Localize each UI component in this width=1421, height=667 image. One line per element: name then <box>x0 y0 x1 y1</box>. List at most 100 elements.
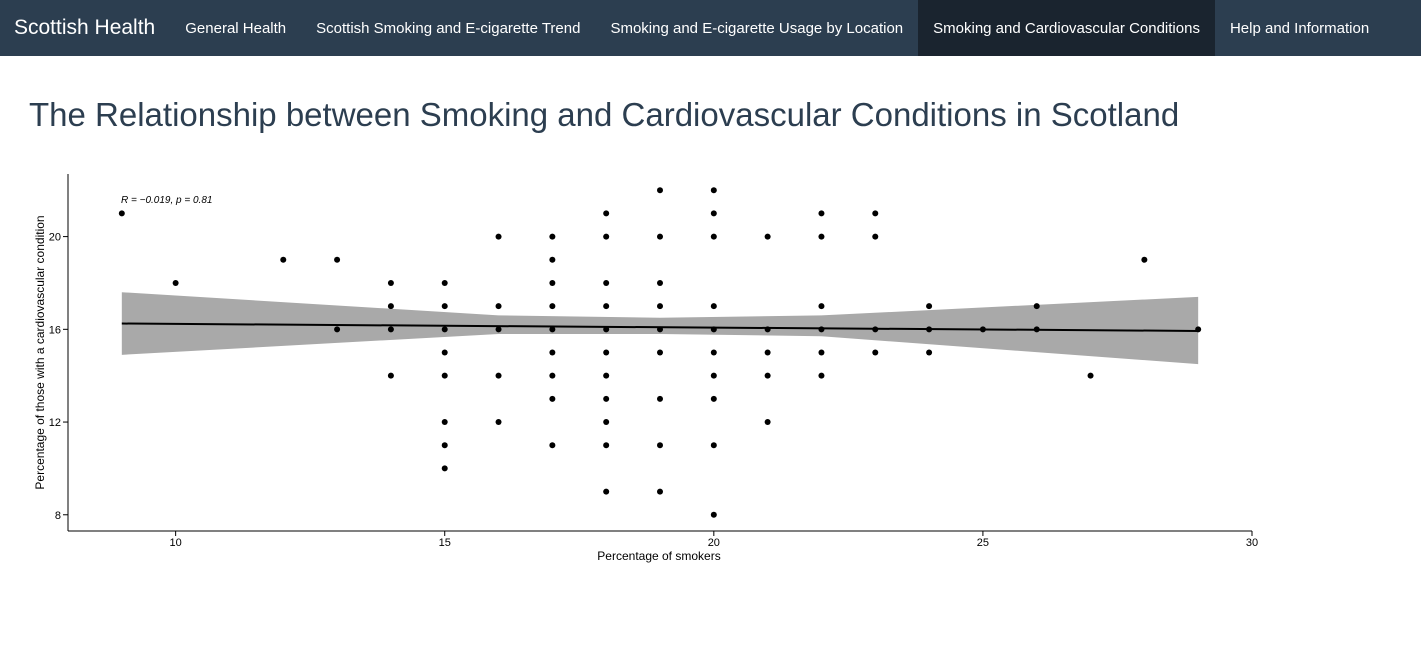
data-point <box>387 303 394 310</box>
data-point <box>1195 326 1202 333</box>
data-point <box>549 395 556 402</box>
data-point <box>603 442 610 449</box>
data-point <box>710 395 717 402</box>
data-point <box>495 233 502 240</box>
data-point <box>657 326 663 333</box>
data-point <box>603 395 610 402</box>
x-tick-label: 20 <box>708 537 720 549</box>
correlation-annotation: R = −0.019, p = 0.81 <box>121 195 212 206</box>
nav-tabs: General Health Scottish Smoking and E-ci… <box>170 0 1384 56</box>
data-point <box>764 372 771 379</box>
data-point <box>603 210 610 217</box>
y-tick-label: 16 <box>49 324 61 336</box>
data-point <box>872 326 879 333</box>
tab-general-health[interactable]: General Health <box>185 19 287 37</box>
data-point <box>441 303 448 310</box>
data-point <box>764 419 771 426</box>
data-point <box>441 279 448 286</box>
data-point <box>280 256 287 263</box>
data-point <box>657 488 663 495</box>
data-point <box>387 372 394 379</box>
data-point <box>764 349 771 356</box>
data-point <box>872 233 879 240</box>
data-point <box>441 326 448 333</box>
y-tick-label: 12 <box>49 417 61 429</box>
data-point <box>441 442 448 449</box>
x-tick-label: 25 <box>977 537 989 549</box>
data-point <box>818 233 825 240</box>
data-point <box>657 233 663 240</box>
data-point <box>549 372 556 379</box>
data-point <box>818 326 825 333</box>
data-point <box>549 279 556 286</box>
scatter-chart: 10 15 20 25 30 8 12 16 20 R = −0.019, p = 0.81 P… <box>33 174 1258 563</box>
top-navbar: Scottish Health General Health Scottish … <box>0 0 1421 56</box>
x-tick-label: 30 <box>1246 537 1258 549</box>
x-axis-label: Percentage of smokers <box>597 549 720 563</box>
data-point <box>495 303 502 310</box>
axes-layer: 10 15 20 25 30 8 12 16 20 <box>49 174 1258 549</box>
data-point <box>549 442 556 449</box>
data-point <box>657 395 663 402</box>
data-point <box>603 326 610 333</box>
data-point <box>334 326 341 333</box>
data-point <box>441 465 448 472</box>
data-point <box>710 303 717 310</box>
y-axis-label: Percentage of those with a cardiovascula… <box>33 215 47 489</box>
data-point <box>926 349 933 356</box>
data-point <box>657 279 663 286</box>
data-point <box>603 488 610 495</box>
data-point <box>872 210 879 217</box>
x-tick-label: 15 <box>439 537 451 549</box>
data-point <box>387 279 394 286</box>
data-point <box>764 233 771 240</box>
data-point <box>710 326 717 333</box>
data-point <box>818 210 825 217</box>
x-tick-label: 10 <box>170 537 182 549</box>
data-point <box>710 511 717 518</box>
data-point <box>710 233 717 240</box>
data-point <box>495 326 502 333</box>
data-point <box>603 372 610 379</box>
tab-help[interactable]: Help and Information <box>1229 19 1370 37</box>
data-point <box>441 372 448 379</box>
y-tick-label: 8 <box>55 510 61 522</box>
data-point <box>1033 326 1040 333</box>
data-point <box>710 187 717 194</box>
data-point <box>441 419 448 426</box>
data-point <box>549 233 556 240</box>
data-point <box>603 349 610 356</box>
data-point <box>979 326 986 333</box>
data-point <box>657 303 663 310</box>
tab-smoking-trend[interactable]: Scottish Smoking and E-cigarette Trend <box>316 19 581 37</box>
data-point <box>334 256 341 263</box>
data-point <box>710 372 717 379</box>
data-point <box>387 326 394 333</box>
page-title: The Relationship between Smoking and Car… <box>29 96 1180 133</box>
y-tick-label: 20 <box>49 232 61 244</box>
data-point <box>926 303 933 310</box>
data-point <box>549 303 556 310</box>
data-point <box>710 442 717 449</box>
data-point <box>549 256 556 263</box>
data-point <box>603 233 610 240</box>
data-point <box>818 349 825 356</box>
data-point <box>818 303 825 310</box>
data-point <box>1033 303 1040 310</box>
data-point <box>818 372 825 379</box>
data-point <box>657 442 663 449</box>
data-point <box>603 279 610 286</box>
data-point <box>1141 256 1148 263</box>
data-point <box>549 326 556 333</box>
data-point <box>872 349 879 356</box>
data-point <box>118 210 125 217</box>
tab-usage-by-location[interactable]: Smoking and E-cigarette Usage by Locatio… <box>610 19 904 37</box>
data-point <box>710 349 717 356</box>
data-point <box>495 419 502 426</box>
brand-title[interactable]: Scottish Health <box>14 16 156 39</box>
data-point <box>1087 372 1094 379</box>
data-point <box>603 303 610 310</box>
data-point <box>549 349 556 356</box>
tab-cardiovascular[interactable]: Smoking and Cardiovascular Conditions <box>918 0 1215 56</box>
data-point <box>657 187 663 194</box>
